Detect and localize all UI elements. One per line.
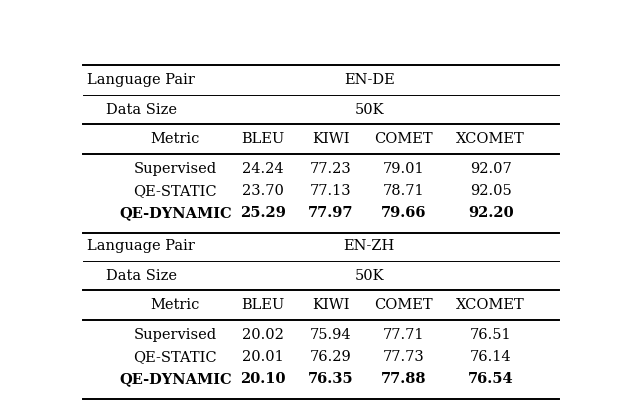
Text: 76.35: 76.35 <box>308 372 353 386</box>
Text: 20.01: 20.01 <box>242 350 284 364</box>
Text: 20.02: 20.02 <box>242 328 284 342</box>
Text: QE-STATIC: QE-STATIC <box>133 184 217 198</box>
Text: XCOMET: XCOMET <box>456 298 525 312</box>
Text: 75.94: 75.94 <box>310 328 351 342</box>
Text: 92.05: 92.05 <box>470 184 511 198</box>
Text: 76.14: 76.14 <box>470 350 511 364</box>
Text: Supervised: Supervised <box>134 162 217 176</box>
Text: BLEU: BLEU <box>241 298 284 312</box>
Text: Metric: Metric <box>151 298 200 312</box>
Text: Language Pair: Language Pair <box>88 73 195 87</box>
Text: 77.97: 77.97 <box>308 206 353 220</box>
Text: QE-DYNAMIC: QE-DYNAMIC <box>119 372 232 386</box>
Text: 77.13: 77.13 <box>310 184 351 198</box>
Text: BLEU: BLEU <box>241 132 284 146</box>
Text: 92.07: 92.07 <box>470 162 511 176</box>
Text: COMET: COMET <box>374 298 433 312</box>
Text: 76.51: 76.51 <box>470 328 511 342</box>
Text: 78.71: 78.71 <box>382 184 424 198</box>
Text: EN-ZH: EN-ZH <box>344 239 395 253</box>
Text: Metric: Metric <box>151 132 200 146</box>
Text: 77.23: 77.23 <box>310 162 351 176</box>
Text: EN-DE: EN-DE <box>344 73 395 87</box>
Text: 76.54: 76.54 <box>468 372 513 386</box>
Text: 77.71: 77.71 <box>382 328 424 342</box>
Text: 20.10: 20.10 <box>240 372 285 386</box>
Text: KIWI: KIWI <box>312 132 349 146</box>
Text: Supervised: Supervised <box>134 328 217 342</box>
Text: 25.29: 25.29 <box>240 206 285 220</box>
Text: 77.73: 77.73 <box>382 350 424 364</box>
Text: 50K: 50K <box>354 268 384 283</box>
Text: COMET: COMET <box>374 132 433 146</box>
Text: 24.24: 24.24 <box>242 162 284 176</box>
Text: XCOMET: XCOMET <box>456 132 525 146</box>
Text: Data Size: Data Size <box>106 102 177 117</box>
Text: 79.66: 79.66 <box>381 206 426 220</box>
Text: QE-STATIC: QE-STATIC <box>133 350 217 364</box>
Text: 23.70: 23.70 <box>242 184 284 198</box>
Text: 92.20: 92.20 <box>468 206 513 220</box>
Text: 79.01: 79.01 <box>382 162 424 176</box>
Text: 77.88: 77.88 <box>381 372 426 386</box>
Text: 76.29: 76.29 <box>310 350 351 364</box>
Text: QE-DYNAMIC: QE-DYNAMIC <box>119 206 232 220</box>
Text: Data Size: Data Size <box>106 268 177 283</box>
Text: 50K: 50K <box>354 102 384 117</box>
Text: Language Pair: Language Pair <box>88 239 195 253</box>
Text: KIWI: KIWI <box>312 298 349 312</box>
